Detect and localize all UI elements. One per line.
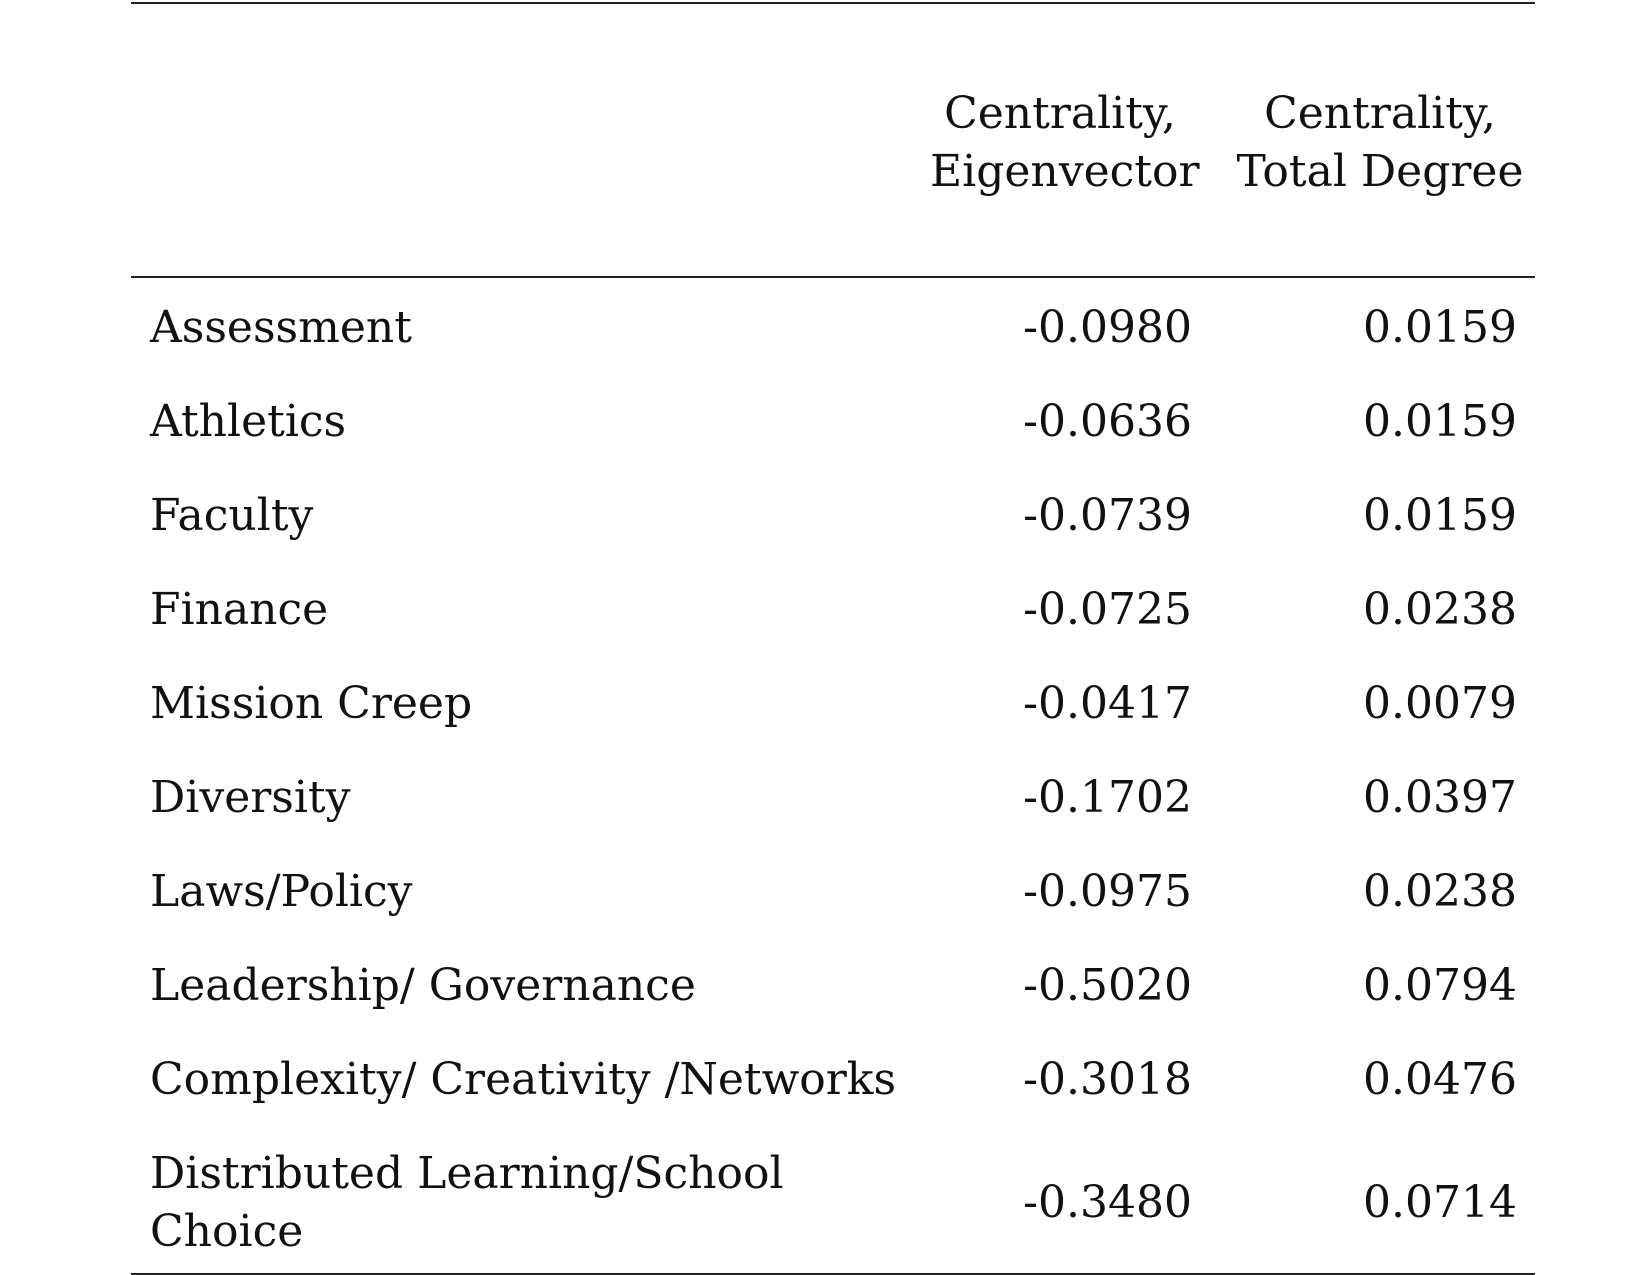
- header-total-degree-line-1: Centrality,: [1264, 88, 1496, 139]
- eigenvector-value: -0.0417: [1023, 678, 1192, 729]
- total-degree-value: 0.0159: [1363, 490, 1517, 541]
- eigenvector-value: -0.0739: [1023, 490, 1192, 541]
- row-label: Laws/Policy: [150, 866, 413, 917]
- eigenvector-value: -0.3480: [1023, 1177, 1192, 1228]
- total-degree-value: 0.0159: [1363, 302, 1517, 353]
- row-label-line-2: Choice: [150, 1206, 304, 1257]
- total-degree-value: 0.0079: [1363, 678, 1517, 729]
- row-label: Leadership/ Governance: [150, 960, 696, 1011]
- total-degree-value: 0.0476: [1363, 1054, 1517, 1105]
- header-total-degree: Centrality, Total Degree: [1235, 85, 1525, 201]
- row-label: Finance: [150, 584, 329, 635]
- row-label: Diversity: [150, 772, 351, 823]
- header-eigenvector-line-1: Centrality,: [944, 88, 1176, 139]
- header-rule: [131, 276, 1535, 278]
- eigenvector-value: -0.0636: [1023, 396, 1192, 447]
- table-top-rule: [131, 2, 1535, 4]
- eigenvector-value: -0.0980: [1023, 302, 1192, 353]
- row-label: Faculty: [150, 490, 314, 541]
- row-label-line-1: Distributed Learning/School: [150, 1148, 784, 1199]
- total-degree-value: 0.0794: [1363, 960, 1517, 1011]
- row-label: Mission Creep: [150, 678, 473, 729]
- header-eigenvector: Centrality, Eigenvector: [930, 85, 1200, 201]
- header-eigenvector-line-2: Eigenvector: [930, 146, 1200, 197]
- total-degree-value: 0.0714: [1363, 1177, 1517, 1228]
- row-label: Distributed Learning/School Choice: [150, 1145, 790, 1261]
- total-degree-value: 0.0238: [1363, 584, 1517, 635]
- total-degree-value: 0.0159: [1363, 396, 1517, 447]
- header-total-degree-line-2: Total Degree: [1236, 146, 1524, 197]
- row-label: Complexity/ Creativity /Networks: [150, 1054, 897, 1105]
- row-label: Assessment: [150, 302, 412, 353]
- eigenvector-value: -0.5020: [1023, 960, 1192, 1011]
- eigenvector-value: -0.3018: [1023, 1054, 1192, 1105]
- row-label: Athletics: [150, 396, 347, 447]
- eigenvector-value: -0.0725: [1023, 584, 1192, 635]
- total-degree-value: 0.0397: [1363, 772, 1517, 823]
- table-bottom-rule: [131, 1273, 1535, 1275]
- total-degree-value: 0.0238: [1363, 866, 1517, 917]
- eigenvector-value: -0.1702: [1023, 772, 1192, 823]
- eigenvector-value: -0.0975: [1023, 866, 1192, 917]
